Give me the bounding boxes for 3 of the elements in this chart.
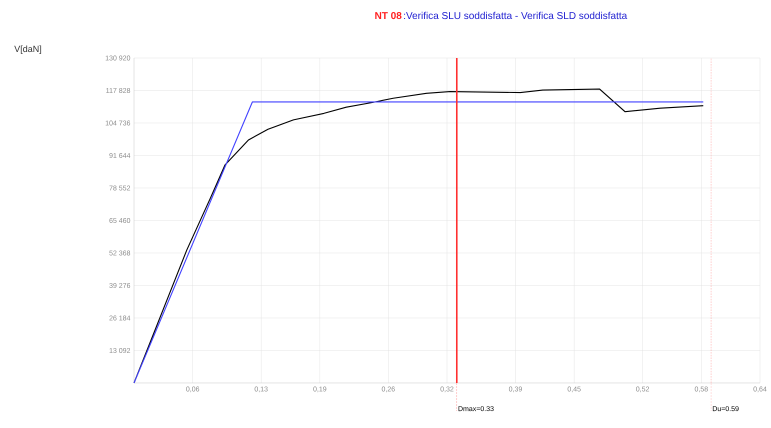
chart-title: NT 08 bbox=[375, 12, 402, 20]
text: V[daN] bbox=[14, 45, 42, 54]
chart-subtitle: :Verifica SLU soddisfatta - Verifica SLD soddisfatta bbox=[404, 12, 628, 20]
